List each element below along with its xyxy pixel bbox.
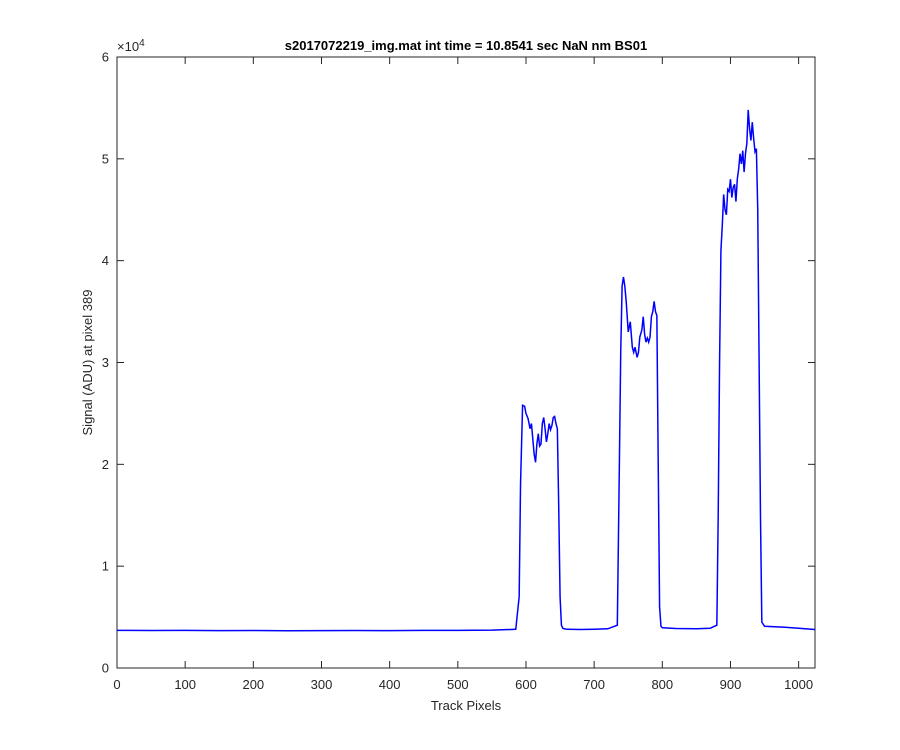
x-tick-label: 100 <box>174 677 196 692</box>
y-axis-exponent-base: ×10 <box>117 39 139 54</box>
y-axis-title: Signal (ADU) at pixel 389 <box>80 290 95 436</box>
x-tick-label: 0 <box>113 677 120 692</box>
y-tick-label: 5 <box>102 151 109 166</box>
x-tick-label: 300 <box>311 677 333 692</box>
x-tick-label: 200 <box>242 677 264 692</box>
plot-area <box>116 56 816 669</box>
y-axis-ticks: 0 1 2 3 4 5 6 <box>102 50 815 676</box>
y-axis-exponent-power: 4 <box>139 38 145 49</box>
x-tick-label: 900 <box>720 677 742 692</box>
x-axis-title: Track Pixels <box>431 698 502 713</box>
y-tick-label: 2 <box>102 457 109 472</box>
signal-series-line <box>116 109 816 632</box>
x-tick-label: 800 <box>651 677 673 692</box>
x-tick-label: 600 <box>515 677 537 692</box>
y-tick-label: 3 <box>102 355 109 370</box>
y-tick-label: 1 <box>102 559 109 574</box>
y-tick-label: 6 <box>102 50 109 65</box>
x-tick-label: 1000 <box>784 677 813 692</box>
y-tick-label: 4 <box>102 253 109 268</box>
chart-title: s2017072219_img.mat int time = 10.8541 s… <box>285 38 647 53</box>
x-axis-ticks: 0 100 200 300 400 500 600 700 800 900 1000 <box>113 57 813 692</box>
x-tick-label: 700 <box>583 677 605 692</box>
y-axis-exponent: ×104 <box>117 38 145 54</box>
x-tick-label: 500 <box>447 677 469 692</box>
x-tick-label: 400 <box>379 677 401 692</box>
y-tick-label: 0 <box>102 661 109 676</box>
